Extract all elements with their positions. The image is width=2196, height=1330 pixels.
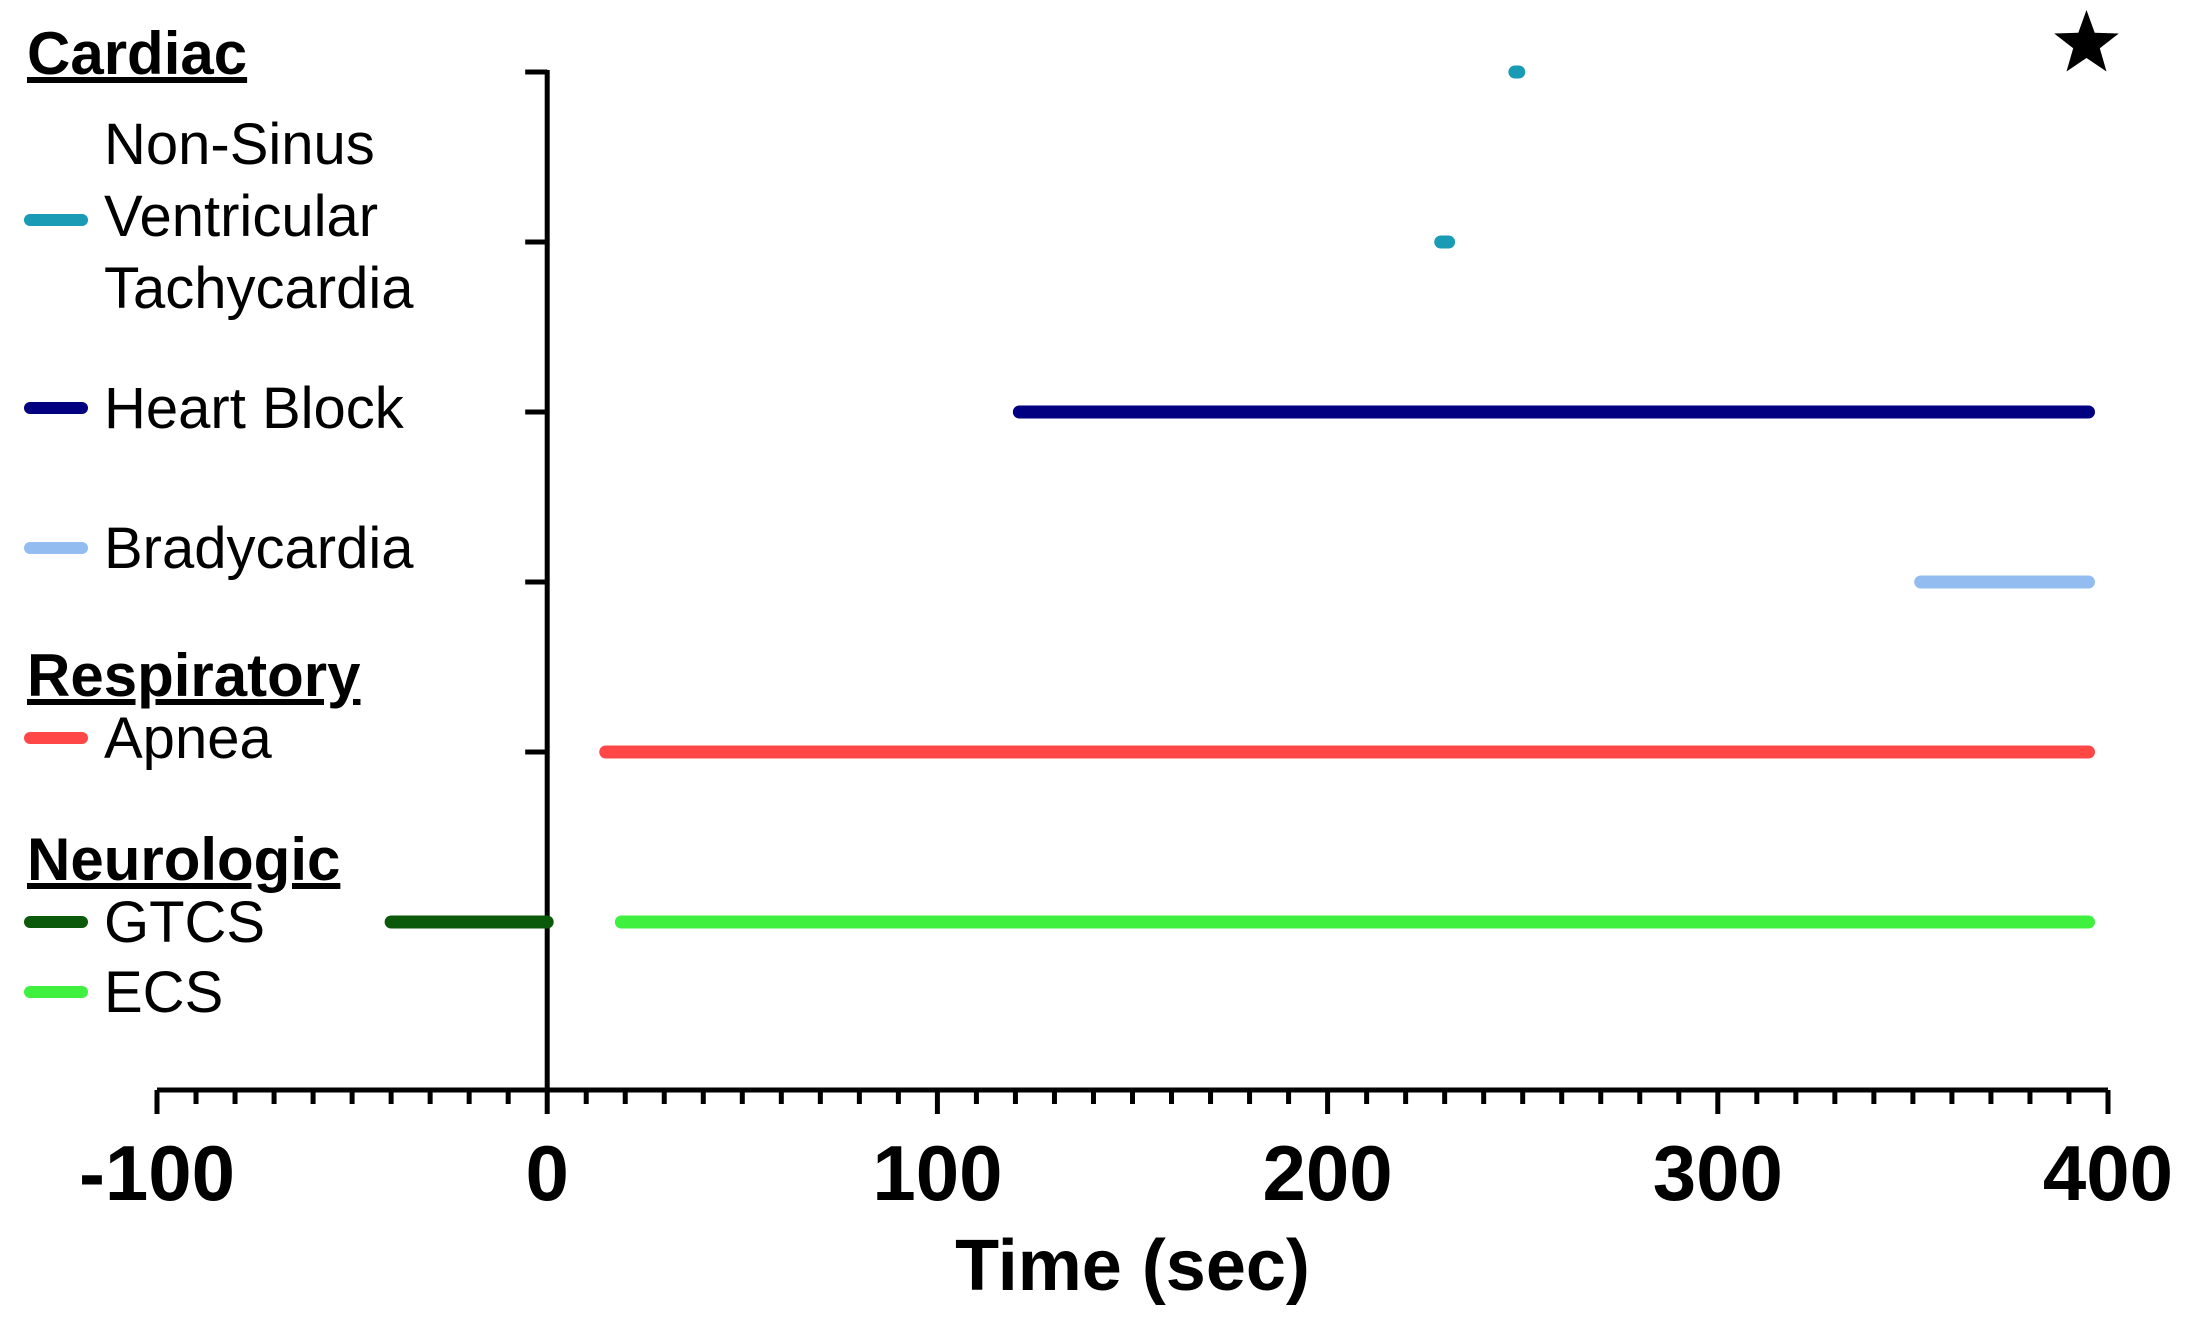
x-tick-label: 100	[872, 1129, 1002, 1217]
x-tick-labels: -100 0 100 200 300 400	[79, 1129, 2173, 1217]
x-ticks	[154, 1090, 2111, 1114]
data-marks: Non-Sinus Ventricular TachycardiaNon-Sin…	[384, 65, 2095, 929]
x-tick-label: 400	[2043, 1129, 2173, 1217]
y-ticks	[525, 69, 548, 925]
asystole-star-icon	[2054, 10, 2119, 72]
x-tick-label: -100	[79, 1129, 235, 1217]
legend-label: ECS	[104, 960, 223, 1025]
x-tick-label: 300	[1653, 1129, 1783, 1217]
legend-label: Bradycardia	[104, 516, 414, 581]
x-tick-label: 0	[526, 1129, 569, 1217]
legend-heading-respiratory: Respiratory	[27, 642, 361, 709]
legend-heading-cardiac: Cardiac	[27, 20, 247, 87]
legend-label: GTCS	[104, 890, 265, 955]
legend: Cardiac Non-Sinus Ventricular Tachycardia He…	[24, 20, 414, 1025]
x-axis-title: Time (sec)	[955, 1226, 1310, 1306]
legend-label: Ventricular	[104, 184, 378, 249]
legend-label: Non-Sinus	[104, 112, 375, 177]
legend-label: Apnea	[104, 706, 272, 771]
legend-label: Tachycardia	[104, 256, 414, 321]
axes: -100 0 100 200 300 400 Time (sec)	[79, 69, 2173, 1306]
legend-label: Heart Block	[104, 376, 405, 441]
x-tick-label: 200	[1263, 1129, 1393, 1217]
annotations: Asystole	[2054, 10, 2119, 72]
legend-heading-neurologic: Neurologic	[27, 826, 340, 893]
